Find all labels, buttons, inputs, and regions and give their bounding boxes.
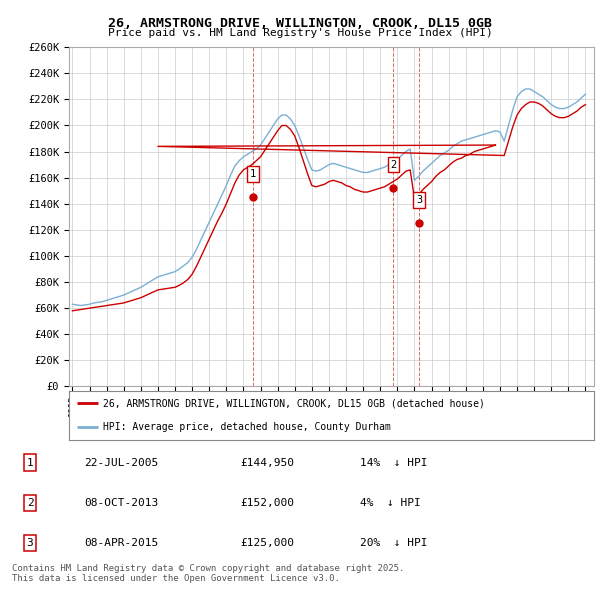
Text: 26, ARMSTRONG DRIVE, WILLINGTON, CROOK, DL15 0GB (detached house): 26, ARMSTRONG DRIVE, WILLINGTON, CROOK, … bbox=[103, 398, 485, 408]
Text: HPI: Average price, detached house, County Durham: HPI: Average price, detached house, Coun… bbox=[103, 422, 391, 432]
Text: 2: 2 bbox=[26, 498, 34, 507]
Text: 08-OCT-2013: 08-OCT-2013 bbox=[84, 498, 158, 507]
Text: 2: 2 bbox=[390, 160, 397, 170]
Text: 26, ARMSTRONG DRIVE, WILLINGTON, CROOK, DL15 0GB: 26, ARMSTRONG DRIVE, WILLINGTON, CROOK, … bbox=[108, 17, 492, 30]
Text: 1: 1 bbox=[250, 169, 256, 179]
Text: 3: 3 bbox=[416, 195, 422, 205]
Text: 4%  ↓ HPI: 4% ↓ HPI bbox=[360, 498, 421, 507]
Text: Contains HM Land Registry data © Crown copyright and database right 2025.
This d: Contains HM Land Registry data © Crown c… bbox=[12, 563, 404, 583]
Text: 08-APR-2015: 08-APR-2015 bbox=[84, 538, 158, 548]
Text: £152,000: £152,000 bbox=[240, 498, 294, 507]
Text: £125,000: £125,000 bbox=[240, 538, 294, 548]
Text: Price paid vs. HM Land Registry's House Price Index (HPI): Price paid vs. HM Land Registry's House … bbox=[107, 28, 493, 38]
Text: 20%  ↓ HPI: 20% ↓ HPI bbox=[360, 538, 427, 548]
Text: 14%  ↓ HPI: 14% ↓ HPI bbox=[360, 458, 427, 467]
Text: 1: 1 bbox=[26, 458, 34, 467]
Text: £144,950: £144,950 bbox=[240, 458, 294, 467]
Text: 3: 3 bbox=[26, 538, 34, 548]
Text: 22-JUL-2005: 22-JUL-2005 bbox=[84, 458, 158, 467]
